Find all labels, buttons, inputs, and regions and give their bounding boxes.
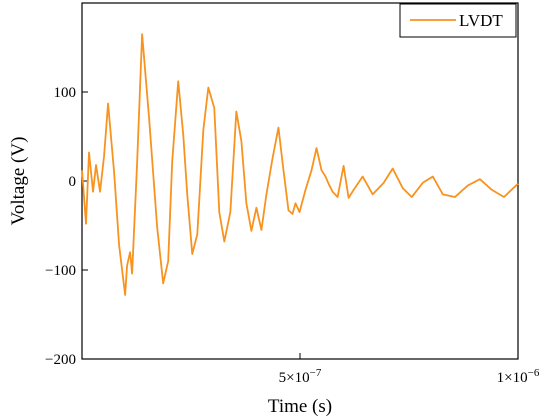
x-tick-mantissa: 1 — [497, 370, 505, 386]
x-tick-times-ten: ×10 — [504, 370, 527, 386]
series-line-lvdt — [81, 33, 519, 296]
x-axis-ticks: 5×10−7 1×10−6 — [279, 353, 540, 386]
y-axis-ticks: 100 0 −100 −200 — [45, 85, 88, 368]
y-tick-label: 100 — [54, 85, 77, 101]
x-tick-mantissa: 5 — [279, 370, 287, 386]
x-tick-label: 5×10−7 — [279, 367, 322, 386]
y-tick-label: −100 — [45, 263, 76, 279]
y-tick-label: −200 — [45, 352, 76, 368]
x-axis-title: Time (s) — [268, 396, 332, 417]
x-tick-label: 1×10−6 — [497, 367, 540, 386]
x-tick-exponent: −7 — [310, 367, 322, 379]
legend: LVDT — [399, 3, 517, 38]
y-axis-title: Voltage (V) — [8, 137, 29, 226]
legend-label-lvdt: LVDT — [459, 11, 503, 30]
y-tick-label: 0 — [69, 174, 77, 190]
x-tick-exponent: −6 — [528, 367, 540, 379]
plot-frame — [81, 2, 519, 360]
x-tick-times-ten: ×10 — [286, 370, 309, 386]
